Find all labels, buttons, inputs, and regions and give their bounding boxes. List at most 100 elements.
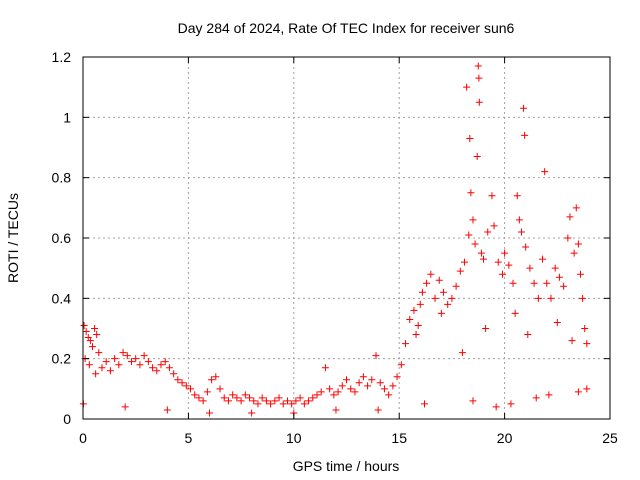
- data-point: [475, 74, 483, 82]
- data-point: [305, 397, 313, 405]
- data-point: [418, 288, 426, 296]
- data-point: [355, 379, 363, 387]
- x-axis-title: GPS time / hours: [293, 458, 400, 474]
- data-point: [380, 385, 388, 393]
- data-point: [467, 189, 475, 197]
- data-point: [463, 83, 471, 91]
- data-point: [195, 394, 203, 402]
- data-point: [233, 394, 241, 402]
- data-point: [393, 373, 401, 381]
- data-point: [82, 328, 90, 336]
- data-point: [300, 400, 308, 408]
- grid-lines: [83, 57, 610, 419]
- data-point: [127, 358, 135, 366]
- x-tick-label: 0: [79, 430, 87, 446]
- data-point: [385, 391, 393, 399]
- y-tick-label: 0.4: [52, 290, 72, 306]
- data-point: [296, 394, 304, 402]
- data-point: [326, 385, 334, 393]
- data-point: [534, 294, 542, 302]
- data-point: [149, 364, 157, 372]
- x-tick-label: 10: [286, 430, 302, 446]
- data-point: [414, 321, 422, 329]
- data-point: [564, 234, 572, 242]
- data-point: [509, 279, 517, 287]
- data-point: [250, 397, 258, 405]
- data-point: [182, 382, 190, 390]
- data-point: [216, 385, 224, 393]
- data-point: [490, 222, 498, 230]
- data-point: [458, 349, 466, 357]
- data-point: [347, 385, 355, 393]
- data-point: [389, 382, 397, 390]
- data-point: [507, 400, 515, 408]
- data-point: [199, 397, 207, 405]
- data-point: [551, 264, 559, 272]
- data-point: [526, 264, 534, 272]
- data-point: [553, 318, 561, 326]
- data-point: [288, 400, 296, 408]
- data-point: [359, 373, 367, 381]
- data-point: [583, 340, 591, 348]
- data-point: [203, 388, 211, 396]
- data-point: [488, 192, 496, 200]
- data-point: [292, 397, 300, 405]
- data-point: [254, 400, 262, 408]
- data-point: [461, 258, 469, 266]
- data-point: [241, 391, 249, 399]
- data-point: [136, 361, 144, 369]
- data-point: [480, 255, 488, 263]
- data-point: [115, 361, 123, 369]
- data-point: [501, 249, 509, 257]
- data-point: [80, 321, 88, 329]
- x-tick-label: 15: [391, 430, 407, 446]
- data-point: [376, 379, 384, 387]
- data-point: [505, 261, 513, 269]
- data-point: [258, 394, 266, 402]
- data-point: [583, 385, 591, 393]
- data-point: [574, 388, 582, 396]
- data-point: [187, 385, 195, 393]
- data-point: [435, 276, 443, 284]
- data-point: [191, 391, 199, 399]
- y-tick-label: 1.2: [52, 49, 72, 65]
- data-point: [579, 294, 587, 302]
- data-point: [406, 315, 414, 323]
- data-point: [448, 294, 456, 302]
- data-point: [246, 394, 254, 402]
- data-point: [532, 394, 540, 402]
- data-point: [248, 409, 256, 417]
- data-point: [279, 400, 287, 408]
- data-point: [229, 391, 237, 399]
- data-point: [541, 168, 549, 176]
- data-point: [351, 388, 359, 396]
- data-point: [515, 216, 523, 224]
- data-point: [92, 370, 100, 378]
- data-point: [471, 240, 479, 248]
- data-point: [513, 192, 521, 200]
- data-point: [174, 376, 182, 384]
- data-point: [482, 325, 490, 332]
- data-point: [343, 376, 350, 384]
- data-point: [437, 309, 445, 317]
- y-axis-title: ROTI / TECUs: [5, 193, 21, 283]
- data-point: [119, 349, 127, 357]
- data-point: [465, 231, 473, 239]
- data-point: [372, 352, 380, 360]
- data-point: [498, 270, 506, 278]
- data-point: [132, 355, 140, 363]
- data-point: [338, 382, 346, 390]
- data-point: [492, 403, 500, 411]
- data-point: [95, 349, 103, 357]
- data-point: [317, 388, 325, 396]
- x-tick-label: 25: [602, 430, 618, 446]
- data-point: [224, 397, 232, 405]
- data-point: [568, 337, 576, 345]
- data-point: [416, 300, 424, 308]
- chart-title: Day 284 of 2024, Rate Of TEC Index for r…: [178, 20, 515, 36]
- y-tick-label: 1: [63, 109, 71, 125]
- data-point: [208, 376, 216, 384]
- data-point: [178, 379, 186, 387]
